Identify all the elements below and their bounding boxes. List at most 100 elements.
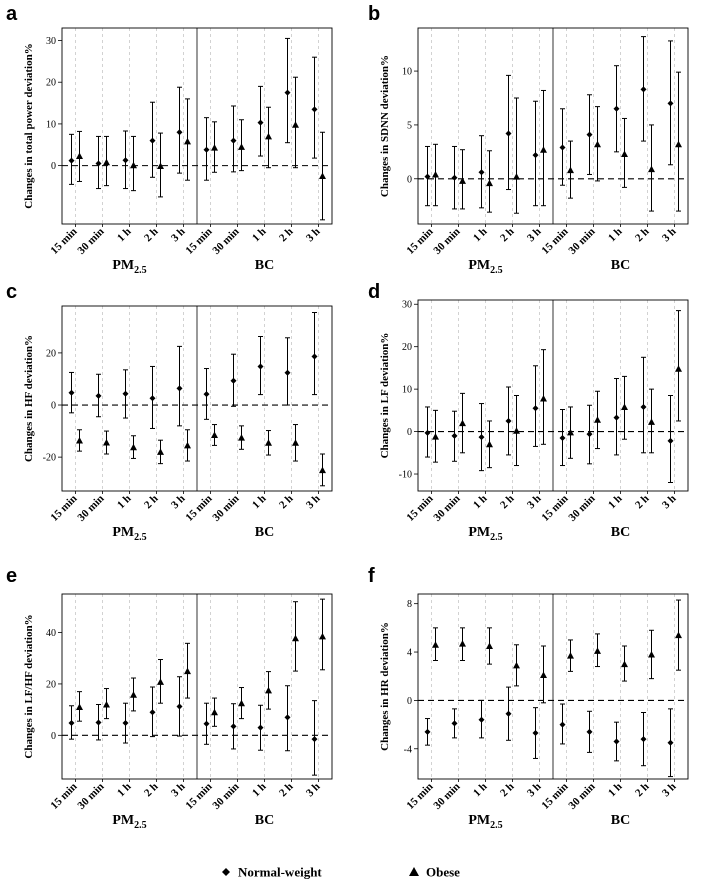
y-tick-label: 40 xyxy=(46,628,56,639)
diamond-marker xyxy=(640,86,647,93)
triangle-marker xyxy=(184,441,191,449)
normal-weight-errorbar xyxy=(95,703,102,741)
normal-weight-errorbar xyxy=(505,74,512,191)
triangle-marker xyxy=(432,170,439,178)
normal-weight-errorbar xyxy=(451,410,458,462)
normal-weight-errorbar xyxy=(149,686,156,738)
diamond-marker xyxy=(95,392,102,399)
diamond-marker xyxy=(257,119,264,126)
obese-errorbar xyxy=(486,150,493,213)
group-label-bc: BC xyxy=(255,525,274,540)
diamond-marker xyxy=(478,716,485,723)
x-tick-label: 3 h xyxy=(304,781,323,800)
obese-errorbar xyxy=(157,439,164,465)
diamond-marker xyxy=(149,709,156,716)
normal-weight-errorbar xyxy=(95,373,102,418)
diamond-marker xyxy=(451,720,458,727)
y-tick-label: 0 xyxy=(407,174,412,185)
x-tick-label: 3 h xyxy=(304,493,323,512)
x-tick-label: 1 h xyxy=(471,226,490,245)
legend-label: Obese xyxy=(426,865,460,880)
triangle-marker xyxy=(211,708,218,716)
y-tick-label: 0 xyxy=(51,731,56,742)
obese-errorbar xyxy=(621,117,628,188)
group-label-bc: BC xyxy=(255,813,274,828)
triangle-marker xyxy=(459,640,466,647)
group-label-bc: BC xyxy=(255,258,274,273)
diamond-marker xyxy=(586,431,593,438)
obese-errorbar xyxy=(76,429,83,452)
normal-weight-errorbar xyxy=(424,406,431,458)
normal-weight-errorbar xyxy=(68,371,75,414)
plot-frame xyxy=(61,593,333,780)
y-tick-label: 4 xyxy=(407,648,412,659)
obese-errorbar xyxy=(238,425,245,450)
triangle-marker xyxy=(157,678,164,685)
obese-errorbar xyxy=(513,395,520,467)
normal-weight-errorbar xyxy=(640,36,647,142)
obese-errorbar xyxy=(130,677,137,712)
diamond-marker xyxy=(613,414,620,421)
panel-letter: d xyxy=(368,281,380,303)
x-tick-label: 2 h xyxy=(142,226,161,245)
y-tick-label: 0 xyxy=(51,401,56,412)
diamond-marker xyxy=(149,137,156,144)
triangle-marker xyxy=(184,667,191,675)
diamond-marker xyxy=(257,363,264,370)
triangle-marker xyxy=(648,650,655,658)
x-tick-label: 1 h xyxy=(606,493,625,512)
normal-weight-errorbar xyxy=(532,100,539,207)
panel-d: d -10 0 10 20 30 Changes in LF deviation% 15 mi… xyxy=(368,281,689,543)
obese-errorbar xyxy=(675,71,682,212)
triangle-marker xyxy=(103,158,110,166)
triangle-marker xyxy=(540,146,547,153)
y-axis-label: Changes in HR deviation% xyxy=(379,622,391,751)
normal-weight-errorbar xyxy=(451,145,458,210)
y-tick-label: 0 xyxy=(51,161,56,172)
y-tick-label: 20 xyxy=(46,348,56,359)
triangle-marker xyxy=(265,132,272,140)
diamond-marker xyxy=(532,405,539,412)
triangle-marker xyxy=(76,703,83,711)
diamond-marker xyxy=(559,144,566,151)
x-tick-label: 3 h xyxy=(169,781,188,800)
panel-letter: a xyxy=(6,3,18,25)
normal-weight-errorbar xyxy=(176,86,183,174)
obese-errorbar xyxy=(486,420,493,469)
obese-errorbar xyxy=(292,424,299,462)
x-tick-label: 15 min xyxy=(183,226,214,257)
x-tick-label: 15 min xyxy=(539,226,570,257)
y-tick-label: -20 xyxy=(43,453,56,464)
normal-weight-errorbar xyxy=(311,700,318,776)
x-tick-label: 2 h xyxy=(633,781,652,800)
normal-weight-errorbar xyxy=(203,117,210,181)
normal-weight-errorbar xyxy=(424,145,431,207)
triangle-marker xyxy=(157,162,164,170)
normal-weight-errorbar xyxy=(613,721,620,762)
y-tick-label: 20 xyxy=(402,342,412,353)
diamond-marker xyxy=(424,728,431,735)
normal-weight-errorbar xyxy=(505,686,512,741)
normal-weight-errorbar xyxy=(451,708,458,739)
group-label-pm25: PM2.5 xyxy=(468,258,502,276)
obese-errorbar xyxy=(459,149,466,210)
diamond-marker xyxy=(311,106,318,113)
obese-errorbar xyxy=(567,140,574,199)
normal-weight-errorbar xyxy=(257,85,264,157)
diamond-marker xyxy=(451,432,458,439)
normal-weight-errorbar xyxy=(284,37,291,144)
x-tick-label: 2 h xyxy=(498,226,517,245)
triangle-marker xyxy=(292,439,299,446)
obese-errorbar xyxy=(103,688,110,720)
obese-errorbar xyxy=(459,627,466,662)
panel-a: a 0 10 20 30 Changes in total power deviation… xyxy=(6,3,333,276)
group-label-bc: BC xyxy=(611,258,630,273)
group-label-pm25: PM2.5 xyxy=(112,525,146,543)
obese-errorbar xyxy=(211,697,218,727)
normal-weight-errorbar xyxy=(532,365,539,447)
triangle-marker xyxy=(292,121,299,128)
panel-letter: b xyxy=(368,3,380,25)
normal-weight-errorbar xyxy=(586,404,593,465)
y-tick-label: 10 xyxy=(46,119,56,130)
